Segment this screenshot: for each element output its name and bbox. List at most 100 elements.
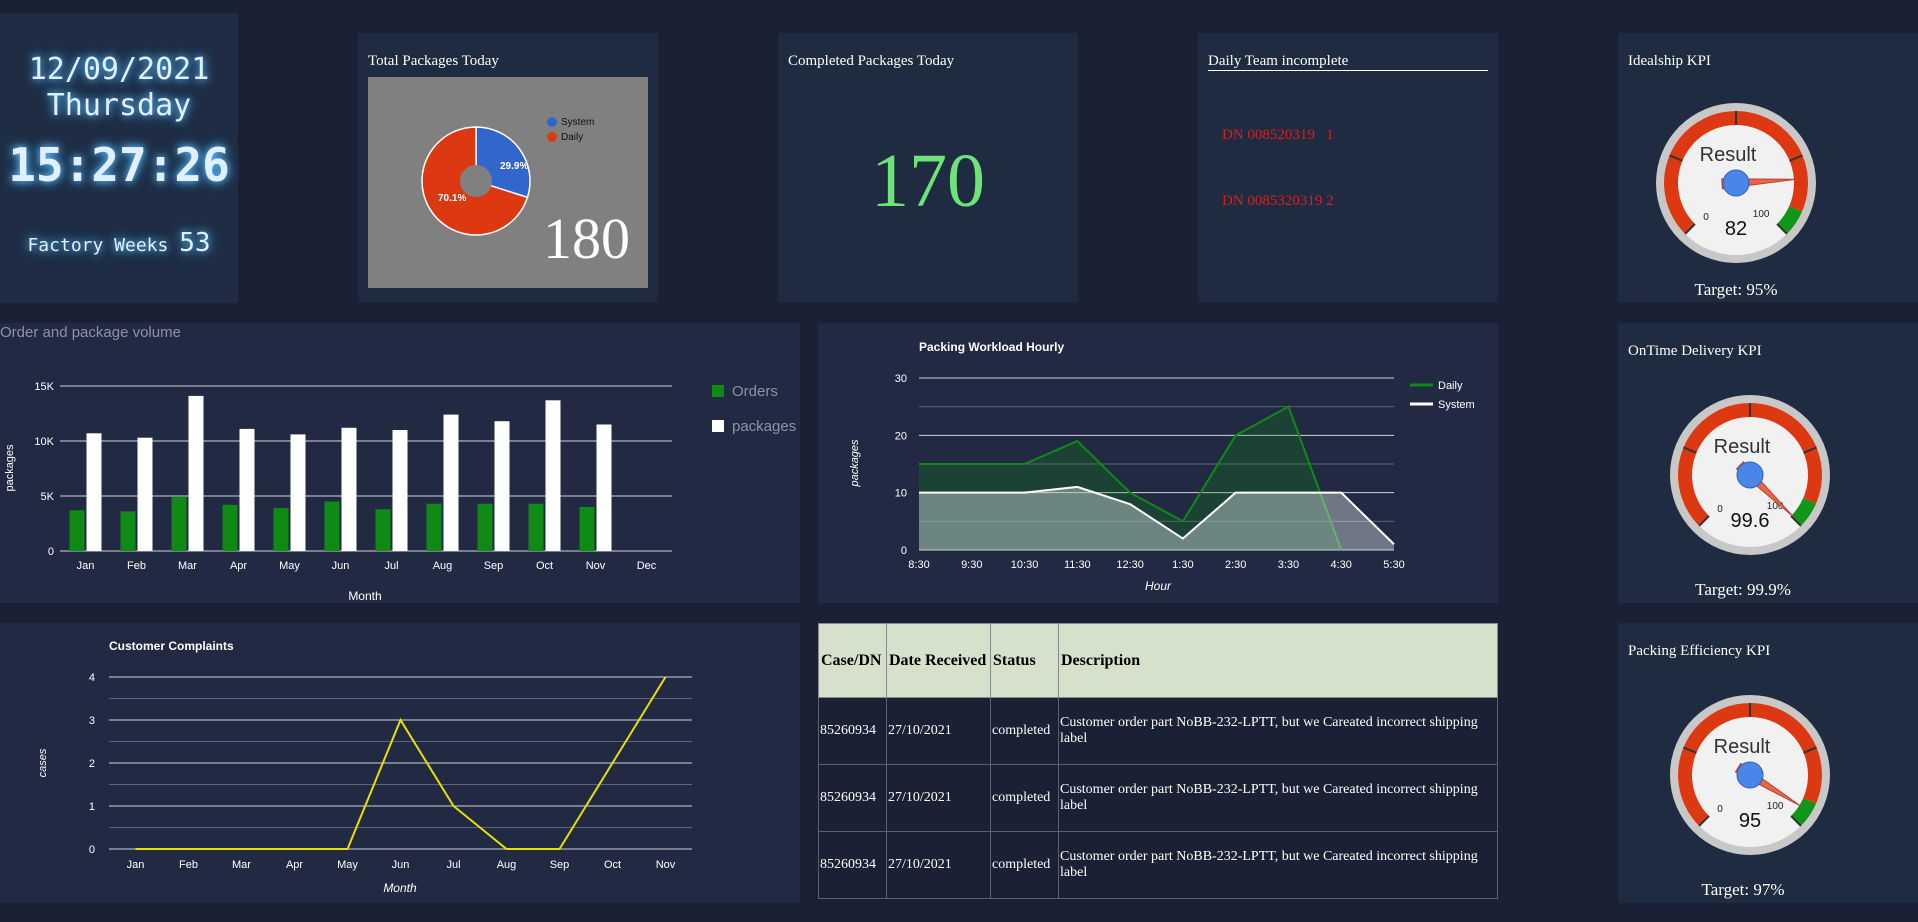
- header-status[interactable]: Status: [990, 623, 1059, 698]
- total-packages-title: Total Packages Today: [368, 53, 499, 69]
- bar-packages[interactable]: [341, 427, 357, 551]
- line-ytick-label: 1: [89, 801, 95, 813]
- area-ylabel: packages: [849, 439, 861, 488]
- bar-orders[interactable]: [273, 508, 289, 551]
- bar-packages[interactable]: [290, 434, 306, 551]
- bar-xtick-label: Mar: [178, 560, 197, 572]
- line-xtick-label: May: [337, 859, 358, 871]
- kpi-target: Target: 95%: [1694, 280, 1778, 299]
- complaints-line[interactable]: [135, 676, 667, 850]
- line-xtick-label: Oct: [604, 859, 621, 871]
- packing-workload-chart: Packing Workload Hourly 0 10 20 30 8:30 9:30…: [849, 340, 1475, 593]
- header-description[interactable]: Description: [1058, 623, 1498, 698]
- line-xtick-label: Jul: [446, 859, 460, 871]
- gauge-red-band: [1678, 703, 1822, 826]
- bar-orders[interactable]: [579, 507, 595, 551]
- bar-orders[interactable]: [171, 497, 187, 551]
- bar-packages[interactable]: [545, 400, 561, 551]
- bar-xtick-label: Dec: [637, 560, 657, 572]
- bar-xtick-label: Apr: [230, 560, 247, 572]
- bar-packages[interactable]: [188, 395, 204, 551]
- bar-orders[interactable]: [528, 503, 544, 551]
- bar-xlabel: Month: [348, 589, 381, 603]
- gauge-red-band: [1678, 403, 1822, 526]
- bar-orders[interactable]: [120, 511, 136, 551]
- gauge-value: 95: [1739, 810, 1761, 832]
- table-row[interactable]: 85260934 27/10/2021 completed Customer o…: [818, 831, 1498, 899]
- area-xtick-label: 4:30: [1331, 559, 1352, 571]
- area-xtick-label: 9:30: [961, 559, 982, 571]
- bar-packages[interactable]: [86, 433, 102, 551]
- area-fill-system: [919, 486, 1394, 550]
- team-incomplete-item[interactable]: DN 008520319 1: [1222, 127, 1334, 143]
- bar-xtick-label: May: [279, 560, 300, 572]
- legend-orders-label: Orders: [732, 383, 778, 400]
- bar-orders[interactable]: [324, 501, 340, 552]
- clock-time: 15:27:26: [8, 138, 230, 192]
- line-ytick-label: 2: [89, 758, 95, 770]
- gauge-tick: [1790, 815, 1802, 827]
- legend-packages-label: packages: [732, 418, 796, 435]
- gauge-value: 82: [1725, 218, 1747, 240]
- pie-label-daily: 70.1%: [438, 193, 466, 204]
- gauge-label: Result: [1714, 736, 1771, 758]
- bar-packages[interactable]: [137, 437, 153, 551]
- order-volume-panel: Order and package volume 0 5K 10K 15K Jan Fe…: [0, 323, 800, 603]
- header-date-received[interactable]: Date Received: [886, 623, 991, 698]
- bar-orders[interactable]: [426, 503, 442, 551]
- gauge-value: 99.6: [1731, 510, 1770, 532]
- legend-daily-label: Daily: [561, 132, 583, 143]
- order-volume-chart: 0 5K 10K 15K Jan Feb Mar Apr May Jun Jul Aug Sep Oct…: [4, 381, 796, 603]
- gauge-min-label: 0: [1717, 804, 1723, 815]
- team-incomplete-list: DN 008520319 1 DN 0085320319 2: [1222, 80, 1334, 256]
- legend-system-text: System: [1438, 399, 1475, 411]
- line-ytick-label: 3: [89, 715, 95, 727]
- cases-table: Case/DN Date Received Status Description…: [818, 623, 1498, 899]
- cell-case-dn: 85260934: [818, 831, 887, 899]
- header-case-dn[interactable]: Case/DN: [818, 623, 887, 698]
- gauge-tick: [1683, 746, 1697, 754]
- bar-ylabel: packages: [4, 444, 16, 492]
- factory-weeks-value: 53: [179, 228, 211, 258]
- team-incomplete-item[interactable]: DN 0085320319 2: [1222, 193, 1334, 209]
- bar-orders[interactable]: [477, 503, 493, 551]
- gauge-red-band: [1664, 111, 1808, 234]
- cases-table-container: Case/DN Date Received Status Description…: [818, 623, 1498, 899]
- table-row[interactable]: 85260934 27/10/2021 completed Customer o…: [818, 697, 1498, 765]
- line-xtick-label: Mar: [232, 859, 251, 871]
- table-row[interactable]: 85260934 27/10/2021 completed Customer o…: [818, 764, 1498, 832]
- gauge-hub: [1736, 461, 1764, 489]
- area-xtick-label: 11:30: [1064, 559, 1091, 571]
- area-xlabel: Hour: [1145, 579, 1172, 593]
- bar-packages[interactable]: [443, 414, 459, 551]
- kpi-panel-ontime: OnTime Delivery KPI 0 100 Result 99.6 Targe…: [1618, 323, 1918, 603]
- bar-orders[interactable]: [69, 510, 85, 551]
- bar-packages[interactable]: [239, 428, 255, 551]
- area-ytick-label: 20: [895, 430, 907, 442]
- gauge-max-label: 100: [1753, 209, 1770, 220]
- area-xtick-label: 8:30: [908, 559, 929, 571]
- cell-date: 27/10/2021: [886, 764, 991, 832]
- bar-xtick-label: Aug: [433, 560, 453, 572]
- bar-packages[interactable]: [392, 430, 408, 551]
- area-xtick-label: 1:30: [1172, 559, 1193, 571]
- bar-orders[interactable]: [222, 504, 238, 551]
- bar-orders[interactable]: [375, 509, 391, 551]
- bar-packages[interactable]: [596, 424, 612, 552]
- line-xtick-label: Apr: [286, 859, 303, 871]
- line-xtick-label: Nov: [656, 859, 676, 871]
- legend-packages-swatch: [712, 420, 724, 432]
- gauge-label: Result: [1700, 144, 1757, 166]
- bar-xtick-label: Oct: [536, 560, 553, 572]
- cell-description: Customer order part NoBB-232-LPTT, but w…: [1058, 764, 1498, 832]
- bar-packages[interactable]: [494, 421, 510, 551]
- kpi-panel-packing: Packing Efficiency KPI 0 100 Result 95 Targ…: [1618, 623, 1918, 903]
- total-packages-panel: Total Packages Today 29.9% 70.1% System …: [358, 33, 658, 302]
- clock-date: 12/09/2021: [28, 52, 210, 87]
- pie-label-system: 29.9%: [500, 161, 528, 172]
- team-incomplete-title: Daily Team incomplete: [1208, 53, 1488, 71]
- cell-status: completed: [990, 764, 1059, 832]
- area-line-daily[interactable]: [919, 405, 1343, 551]
- area-line-system[interactable]: [919, 485, 1395, 545]
- line-xtick-label: Aug: [497, 859, 517, 871]
